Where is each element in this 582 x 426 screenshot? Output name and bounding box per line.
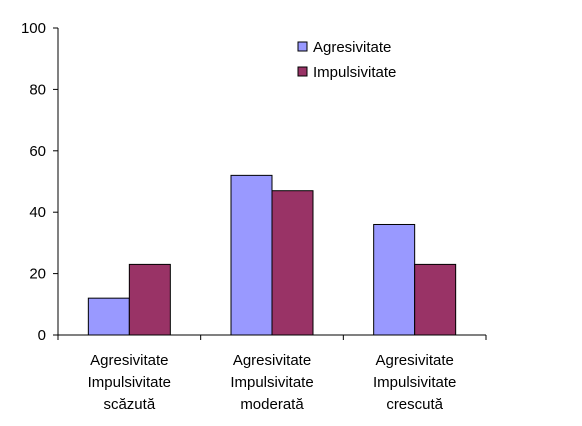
y-tick-label: 40 [29,204,46,221]
x-category-label: Agresivitate Impulsivitate scăzută [88,352,171,413]
x-category-label-line: Agresivitate [233,352,311,369]
bar-agresivitate [230,174,273,336]
x-category-label-line: Agresivitate [375,352,453,369]
bar-impulsivitate [271,190,314,336]
bar-impulsivitate [128,263,171,336]
y-tick-label: 100 [21,20,46,37]
bar-agresivitate [87,297,130,336]
x-category-label-line: Impulsivitate [230,374,313,391]
legend: Agresivitate Impulsivitate [297,39,396,81]
y-tick-label: 20 [29,266,46,283]
y-tick-label: 0 [38,327,46,344]
legend-swatch-impulsivitate [297,66,308,77]
legend-label-agresivitate: Agresivitate [313,39,391,56]
x-category-label-line: scăzută [103,396,155,413]
plot-area: 0 20 40 60 80 100 Agresivitate Impulsivitate scă… [21,20,487,413]
legend-label-impulsivitate: Impulsivitate [313,64,396,81]
x-category-label-line: Impulsivitate [88,374,171,391]
y-tick-label: 60 [29,143,46,160]
x-category-label-line: crescută [386,396,443,413]
y-tick-label: 80 [29,81,46,98]
x-category-label-line: Impulsivitate [373,374,456,391]
bar-agresivitate [373,223,416,336]
x-category-label-line: Agresivitate [90,352,168,369]
bar-impulsivitate [414,263,457,336]
x-category-label-line: moderată [240,396,304,413]
x-category-label: Agresivitate Impulsivitate crescută [373,352,456,413]
x-category-label: Agresivitate Impulsivitate moderată [230,352,313,413]
legend-swatch-agresivitate [297,41,308,52]
